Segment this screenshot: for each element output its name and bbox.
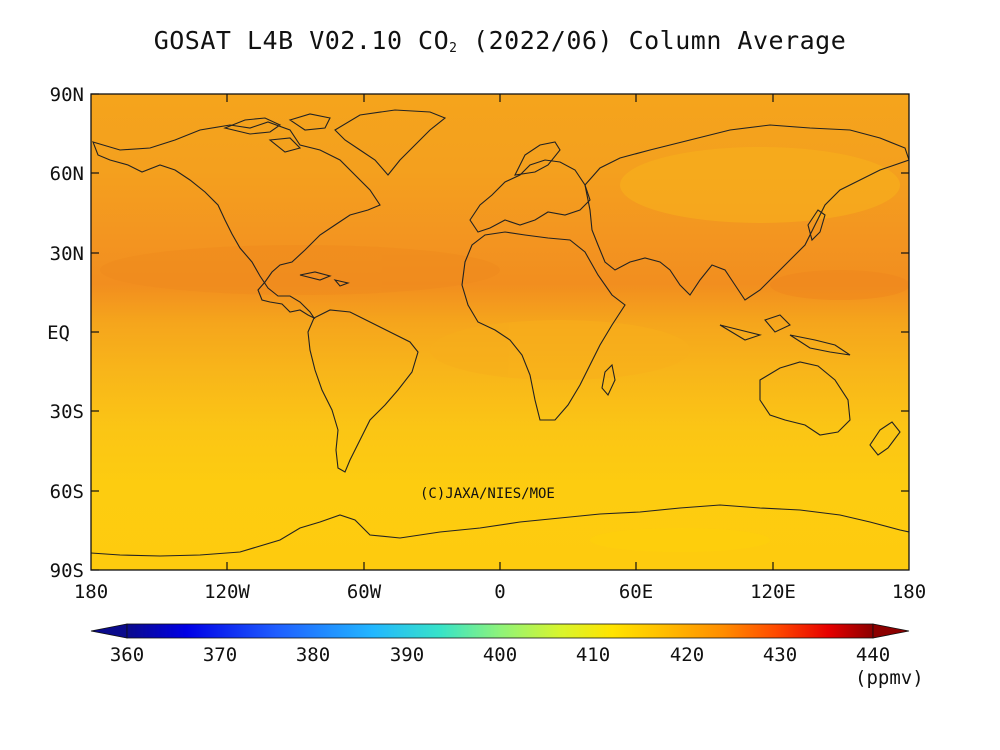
colorbar: [90, 623, 910, 639]
coastline-new-zealand: [869, 421, 901, 456]
lon-label: 120E: [750, 581, 796, 603]
coastline-caribbean: [299, 271, 350, 287]
lon-tick-marks: [226, 94, 774, 570]
colorbar-tick-label: 430: [763, 644, 797, 666]
lat-label: 30N: [50, 243, 84, 265]
lat-label: 90S: [50, 560, 84, 582]
coastline-asia: [584, 124, 909, 301]
lat-label: 30S: [50, 401, 84, 423]
lon-label: 180: [892, 581, 926, 603]
coastline-madagascar: [601, 363, 616, 397]
colorbar-tick-label: 370: [203, 644, 237, 666]
coastlines: [91, 109, 909, 557]
co2-field-patches: [100, 147, 909, 552]
colorbar-tick-label: 420: [670, 644, 704, 666]
lat-label: 90N: [50, 84, 84, 106]
colorbar-labels: 360 370 380 390 400 410 420 430 440: [110, 644, 890, 666]
coastline-arctic-islands: [223, 113, 331, 153]
lat-tick-marks: [91, 93, 909, 571]
lon-label: 60W: [347, 581, 382, 603]
copyright-notice: (C)JAXA/NIES/MOE: [420, 486, 555, 502]
coastline-europe: [469, 159, 591, 233]
colorbar-tick-label: 410: [576, 644, 610, 666]
coastline-north-america: [92, 121, 381, 320]
coastline-antarctica: [91, 504, 909, 557]
figure-title: GOSAT L4B V02.10 CO2 (2022/06) Column Av…: [153, 26, 847, 56]
colorbar-body: [126, 623, 874, 639]
coastline-scandinavia: [514, 141, 561, 176]
lat-label: 60N: [50, 163, 84, 185]
lon-label: 60E: [619, 581, 653, 603]
colorbar-tick-label: 440: [856, 644, 890, 666]
colorbar-tick-label: 380: [296, 644, 330, 666]
lon-label: 0: [494, 581, 505, 603]
colorbar-arrow-left: [90, 623, 128, 639]
colorbar-tick-label: 400: [483, 644, 517, 666]
colorbar-tick-label: 390: [390, 644, 424, 666]
colorbar-tick-label: 360: [110, 644, 144, 666]
lat-labels: 90N 60N 30N EQ 30S 60S 90S: [47, 84, 84, 582]
colorbar-unit-label: (ppmv): [855, 667, 924, 689]
lat-label: 60S: [50, 481, 84, 503]
lon-label: 120W: [204, 581, 250, 603]
coastline-australia: [759, 361, 851, 436]
coastline-japan: [807, 209, 826, 242]
coastline-se-asia: [719, 314, 851, 356]
lon-labels: 180 120W 60W 0 60E 120E 180: [74, 581, 926, 603]
lat-label: EQ: [47, 322, 70, 344]
lon-label: 180: [74, 581, 108, 603]
coastline-africa: [461, 231, 626, 421]
coastline-greenland: [334, 109, 447, 176]
colorbar-arrow-right: [872, 623, 910, 639]
coastline-south-america: [307, 309, 419, 473]
